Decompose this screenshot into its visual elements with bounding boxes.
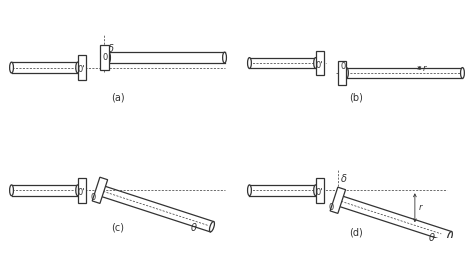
Text: 0: 0 bbox=[328, 203, 334, 212]
Text: 0': 0' bbox=[78, 65, 85, 74]
Ellipse shape bbox=[314, 185, 318, 196]
Text: δ: δ bbox=[341, 174, 347, 184]
Ellipse shape bbox=[223, 52, 227, 63]
Text: 0': 0' bbox=[78, 188, 85, 197]
Ellipse shape bbox=[247, 57, 251, 68]
Ellipse shape bbox=[210, 221, 214, 232]
Text: (b): (b) bbox=[349, 92, 363, 102]
Ellipse shape bbox=[76, 62, 80, 73]
Ellipse shape bbox=[9, 62, 13, 73]
Ellipse shape bbox=[447, 232, 452, 242]
Ellipse shape bbox=[314, 57, 318, 68]
Text: θ: θ bbox=[428, 233, 435, 243]
Bar bbox=[316, 51, 324, 75]
Text: r: r bbox=[419, 203, 422, 212]
Bar bbox=[78, 178, 86, 203]
Ellipse shape bbox=[247, 185, 251, 196]
Bar bbox=[338, 61, 346, 85]
Bar bbox=[316, 178, 324, 203]
Ellipse shape bbox=[461, 68, 465, 78]
Text: (c): (c) bbox=[111, 222, 125, 233]
Ellipse shape bbox=[345, 68, 348, 78]
Text: (a): (a) bbox=[111, 92, 125, 102]
Text: 0: 0 bbox=[91, 193, 96, 202]
Text: 0': 0' bbox=[316, 188, 323, 197]
Text: 0: 0 bbox=[102, 53, 108, 62]
Text: r: r bbox=[423, 63, 427, 73]
Ellipse shape bbox=[107, 52, 110, 63]
Text: 0: 0 bbox=[340, 62, 346, 71]
Bar bbox=[78, 55, 86, 80]
Text: θ: θ bbox=[191, 223, 197, 233]
Bar bbox=[330, 187, 346, 213]
Text: 0': 0' bbox=[316, 61, 323, 70]
Text: (d): (d) bbox=[349, 227, 363, 237]
Bar bbox=[100, 45, 109, 70]
Bar bbox=[92, 177, 108, 203]
Ellipse shape bbox=[76, 185, 80, 196]
Text: δ: δ bbox=[108, 44, 114, 54]
Ellipse shape bbox=[9, 185, 13, 196]
